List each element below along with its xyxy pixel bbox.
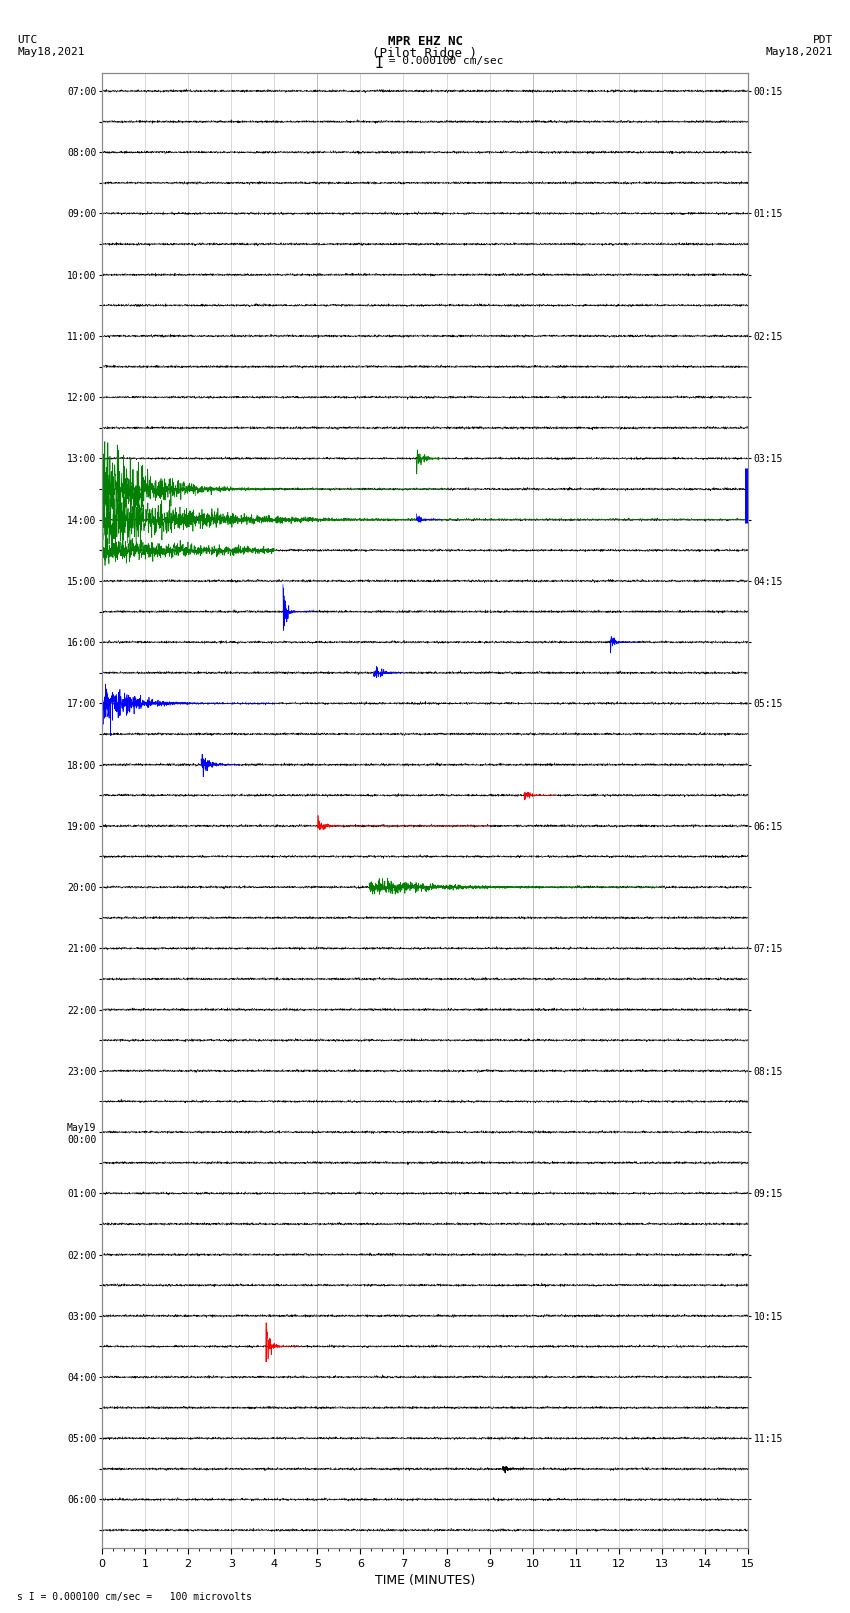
Text: I: I [374, 56, 383, 71]
X-axis label: TIME (MINUTES): TIME (MINUTES) [375, 1574, 475, 1587]
Text: May18,2021: May18,2021 [766, 47, 833, 56]
Text: MPR EHZ NC: MPR EHZ NC [388, 35, 462, 48]
Text: s I = 0.000100 cm/sec =   100 microvolts: s I = 0.000100 cm/sec = 100 microvolts [17, 1592, 252, 1602]
Text: UTC: UTC [17, 35, 37, 45]
Text: (Pilot Ridge ): (Pilot Ridge ) [372, 47, 478, 60]
Text: May18,2021: May18,2021 [17, 47, 84, 56]
Text: = 0.000100 cm/sec: = 0.000100 cm/sec [382, 56, 504, 66]
Text: PDT: PDT [813, 35, 833, 45]
